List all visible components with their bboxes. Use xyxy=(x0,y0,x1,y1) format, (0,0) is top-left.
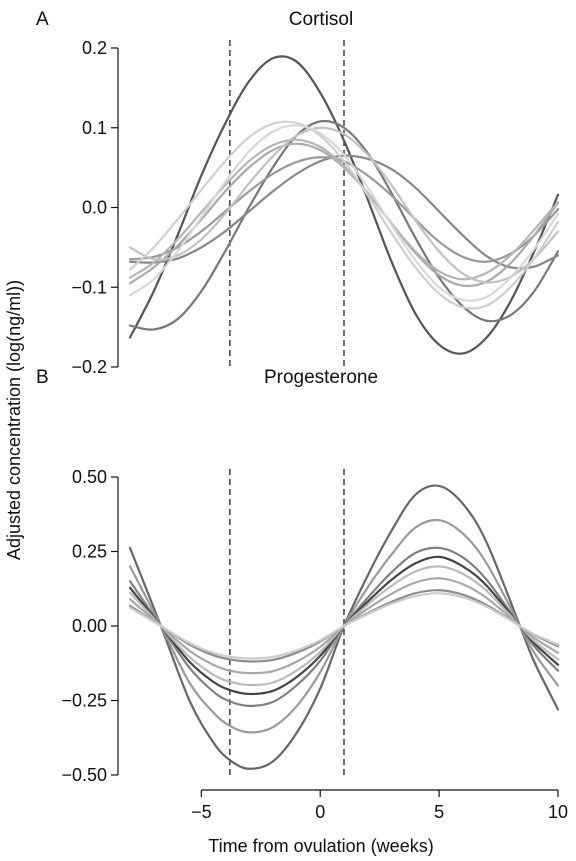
progesterone-y-tick-label: 0.50 xyxy=(72,467,107,487)
progesterone-panel-title: Progesterone xyxy=(264,367,378,388)
y-axis-label: Adjusted concentration (log(ng/ml)) xyxy=(4,280,24,560)
progesterone-x-tick-label: −5 xyxy=(191,802,212,822)
cortisol-y-tick-label: 0.2 xyxy=(82,38,107,58)
cortisol-series-line-6 xyxy=(128,138,560,281)
progesterone-y-tick-label: 0.25 xyxy=(72,542,107,562)
progesterone-y-tick-label: −0.25 xyxy=(61,691,107,711)
progesterone-series-line-8 xyxy=(128,592,560,660)
x-axis-label: Time from ovulation (weeks) xyxy=(208,836,433,856)
cortisol-y-tick-label: 0.1 xyxy=(82,118,107,138)
cortisol-series-line-9 xyxy=(128,124,560,302)
panel-letter-b: B xyxy=(36,367,49,388)
progesterone-x-tick-label: 10 xyxy=(548,802,568,822)
panel-letter-a: A xyxy=(36,9,49,30)
progesterone-panel: B Progesterone 0.50 0.25 0.00 −0.25 −0.50 −5 0… xyxy=(36,367,568,822)
progesterone-y-tick-label: 0.00 xyxy=(72,616,107,636)
cortisol-y-tick-label: 0.0 xyxy=(82,198,107,218)
cortisol-y-tick-label: −0.2 xyxy=(71,357,107,377)
progesterone-x-tick-label: 5 xyxy=(434,802,444,822)
progesterone-y-tick-label: −0.50 xyxy=(61,765,107,785)
cortisol-y-tick-label: −0.1 xyxy=(71,277,107,297)
cortisol-series-line-8 xyxy=(128,120,560,310)
cortisol-panel-title: Cortisol xyxy=(289,9,353,30)
cortisol-series-line-1 xyxy=(128,55,560,355)
cortisol-panel: A Cortisol 0.2 0.1 0.0 −0.1 −0.2 xyxy=(36,9,560,377)
progesterone-x-tick-label: 0 xyxy=(315,802,325,822)
cortisol-series-line-2 xyxy=(128,119,560,331)
cortisol-series-line-7 xyxy=(128,126,560,284)
